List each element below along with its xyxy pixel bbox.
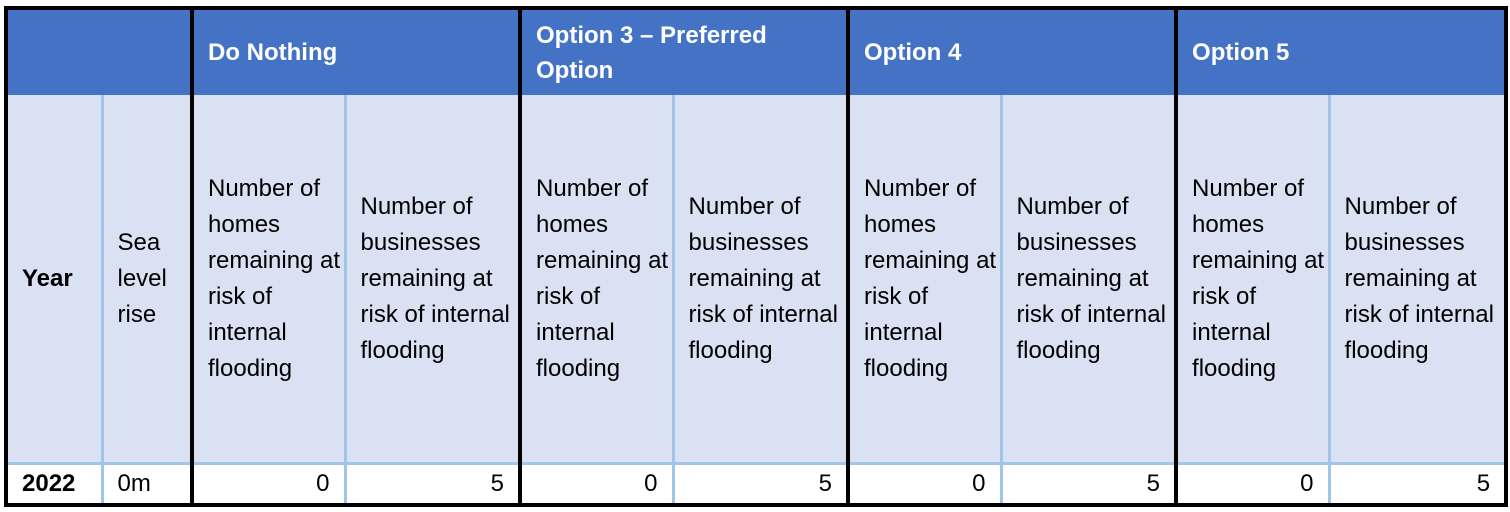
flood-risk-table: Do Nothing Option 3 – Preferred Option O… <box>4 6 1509 507</box>
cell-value: 0 <box>190 463 347 507</box>
group-header-option-4: Option 4 <box>846 6 1179 95</box>
cell-value: 5 <box>671 463 851 507</box>
cell-value: 5 <box>1327 463 1509 507</box>
group-header-row: Do Nothing Option 3 – Preferred Option O… <box>4 6 1509 95</box>
col-header-sea-level-rise: Sea level rise <box>100 95 194 465</box>
col-header-homes: Number of homes remaining at risk of int… <box>518 95 675 465</box>
col-header-homes: Number of homes remaining at risk of int… <box>846 95 1003 465</box>
group-header-blank <box>4 6 192 95</box>
cell-value: 5 <box>999 463 1179 507</box>
group-header-option-5: Option 5 <box>1174 6 1509 95</box>
table-row: 2022 0m 0 5 0 5 0 5 0 5 <box>4 463 1509 507</box>
flood-risk-table-container: Do Nothing Option 3 – Preferred Option O… <box>4 6 1509 507</box>
column-header-row: Year Sea level rise Number of homes rema… <box>4 95 1509 465</box>
cell-value: 0 <box>1174 463 1331 507</box>
col-header-homes: Number of homes remaining at risk of int… <box>1174 95 1331 465</box>
col-header-year: Year <box>4 95 104 465</box>
col-header-businesses: Number of businesses remaining at risk o… <box>671 95 851 465</box>
col-header-homes: Number of homes remaining at risk of int… <box>190 95 347 465</box>
group-header-do-nothing: Do Nothing <box>189 6 523 95</box>
cell-value: 0 <box>518 463 675 507</box>
cell-year: 2022 <box>4 463 104 507</box>
cell-value: 5 <box>343 463 523 507</box>
cell-value: 0 <box>846 463 1003 507</box>
col-header-businesses: Number of businesses remaining at risk o… <box>343 95 523 465</box>
col-header-businesses: Number of businesses remaining at risk o… <box>1327 95 1509 465</box>
group-header-option-3: Option 3 – Preferred Option <box>518 6 851 95</box>
cell-sea-level-rise: 0m <box>100 463 194 507</box>
col-header-businesses: Number of businesses remaining at risk o… <box>999 95 1179 465</box>
